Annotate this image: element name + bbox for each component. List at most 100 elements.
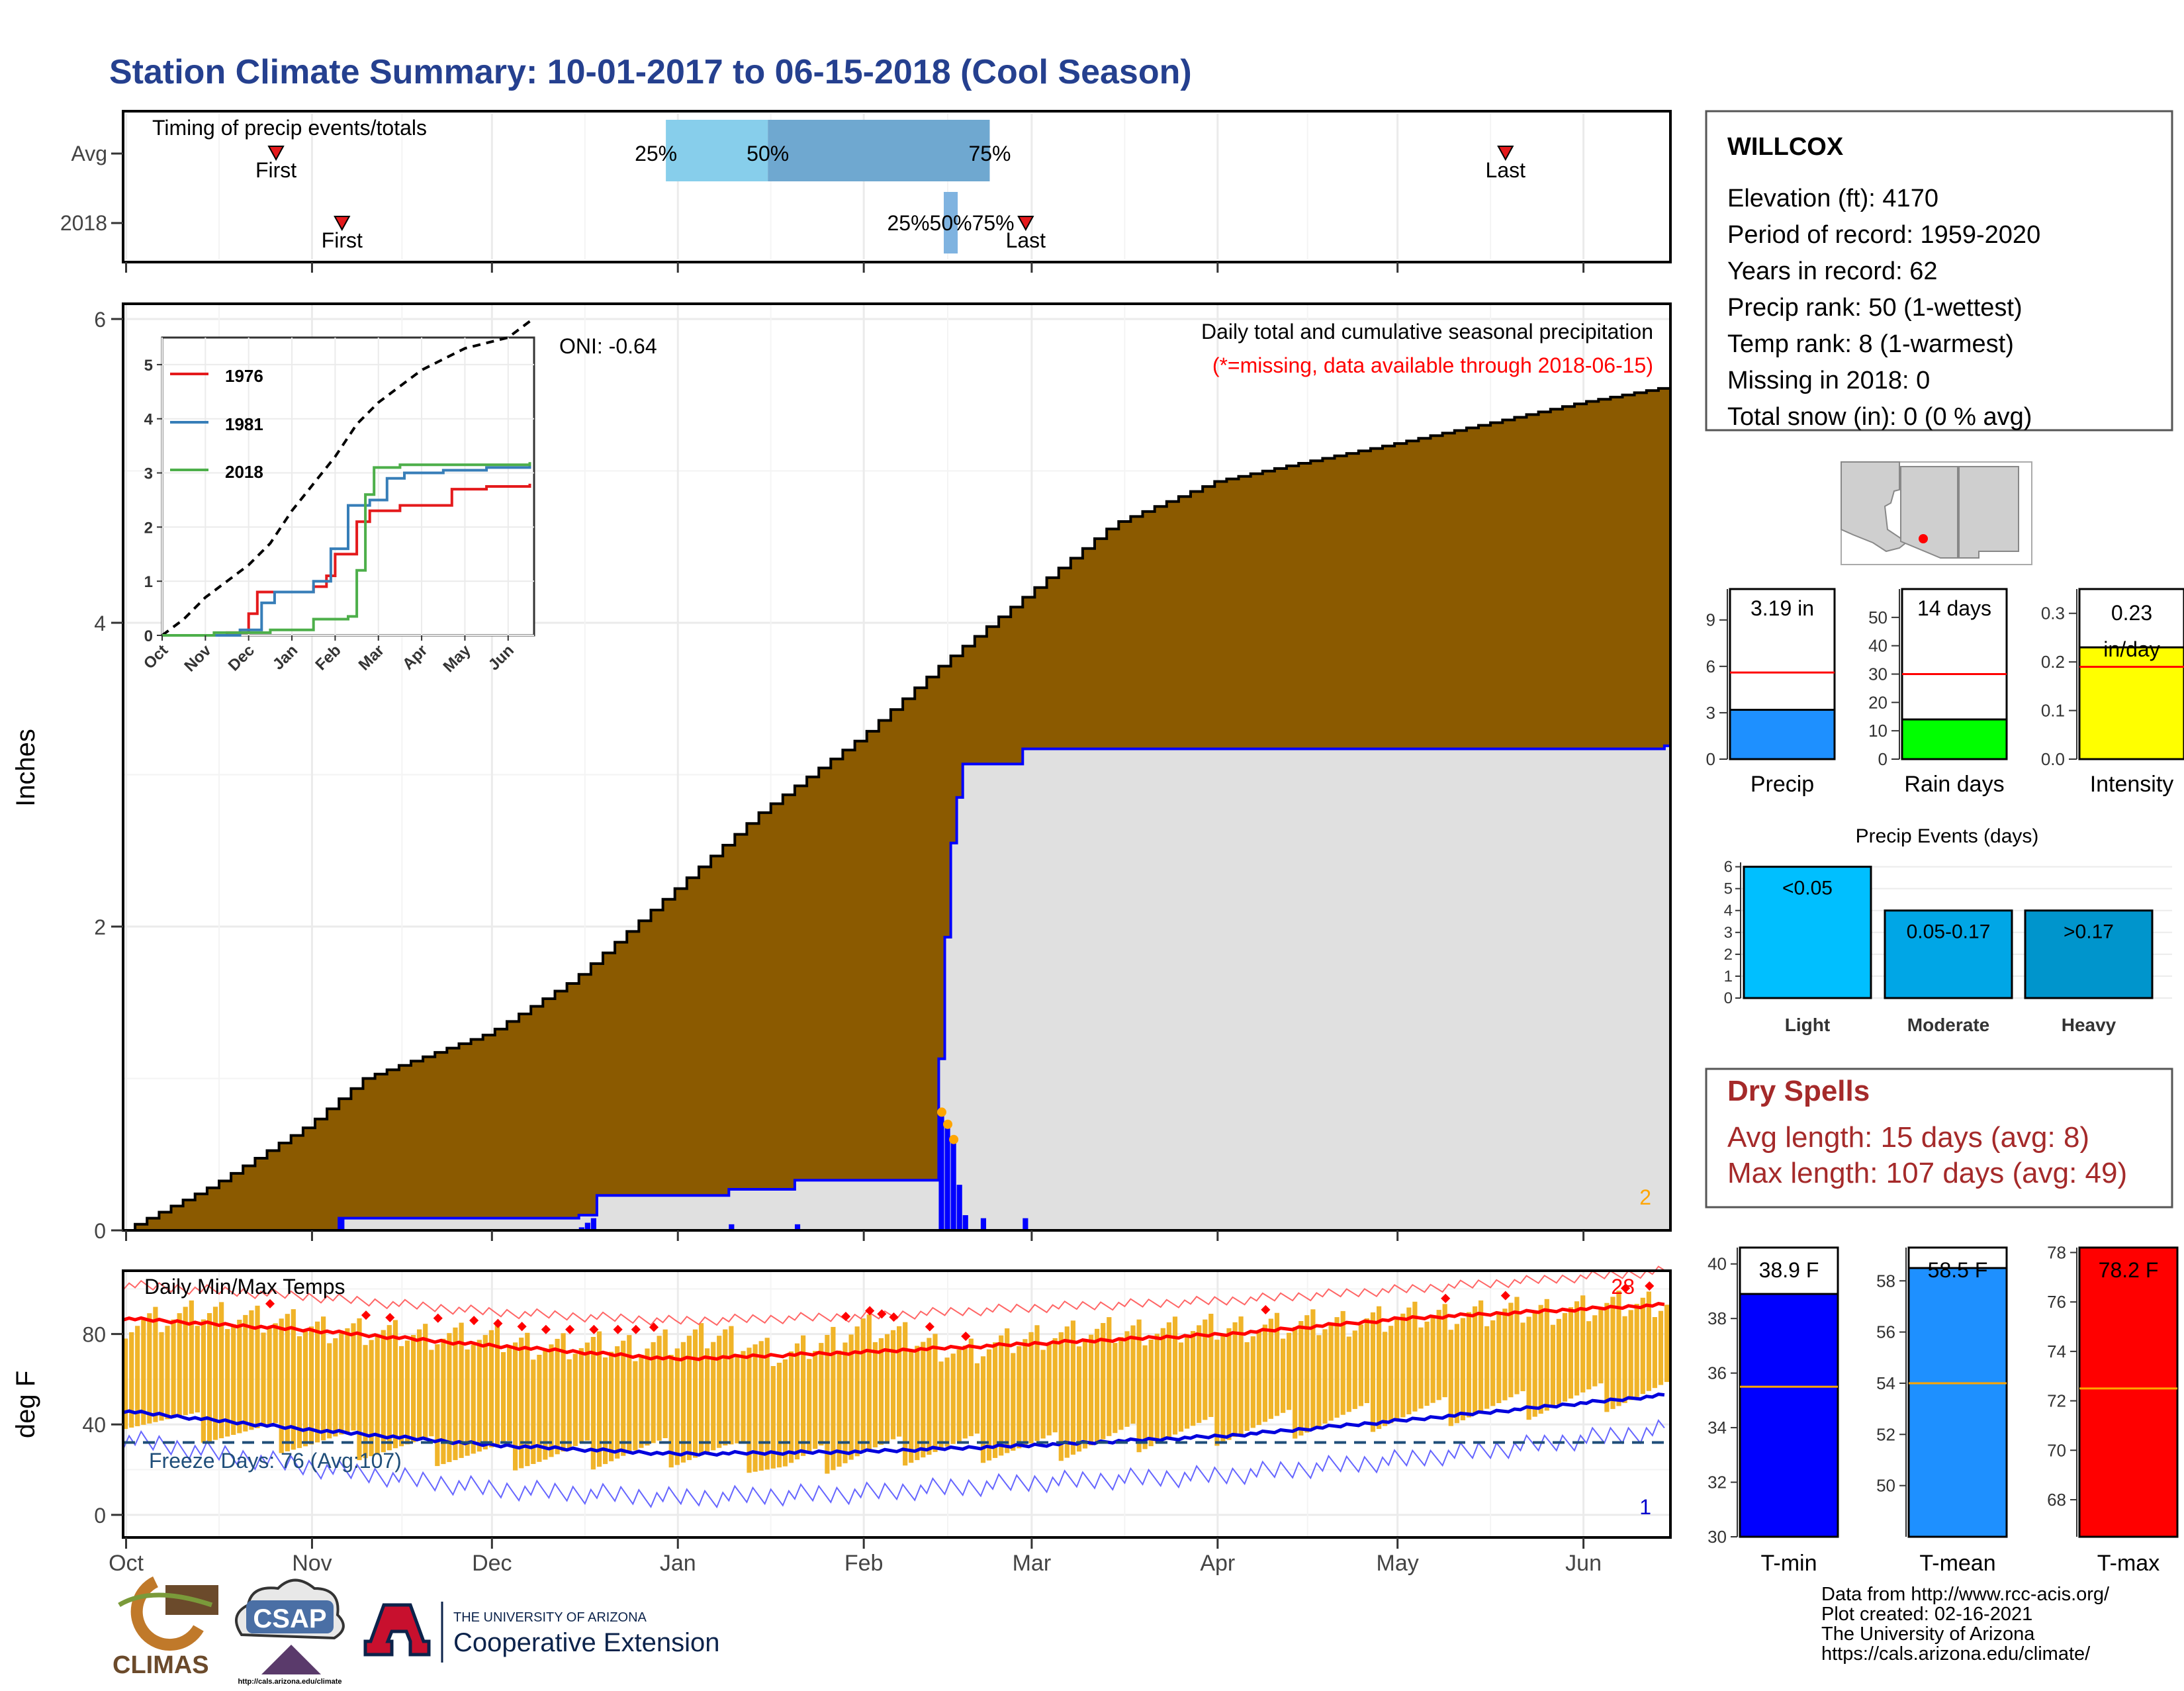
precip-summary-bars: 0 3 6 9 3.19 in Precip 0 10 20 30 40 50 14 days Rain …: [1706, 588, 2184, 797]
temp-range-bar: [1232, 1322, 1238, 1438]
temp-range-bar: [381, 1330, 386, 1453]
temp-range-bar: [680, 1342, 686, 1463]
record-high-marker: [265, 1299, 275, 1308]
month-x-axis: Oct Nov Dec Jan Feb Mar Apr May Jun: [109, 1537, 1602, 1576]
temp-range-bar: [1508, 1303, 1514, 1398]
temp-summary-tick-label: 50: [1876, 1476, 1895, 1496]
daily-precip-bar: [950, 1136, 956, 1230]
temp-range-bar: [308, 1326, 314, 1445]
temp-range-bar: [404, 1340, 410, 1445]
temp-y-axis: 0 40 80: [82, 1323, 123, 1528]
inset-1981-line: [162, 465, 531, 637]
temp-summary-value: 78.2 F: [2099, 1258, 2159, 1282]
temp-range-bar: [938, 1361, 944, 1449]
temp-range-bar: [183, 1306, 188, 1416]
station-missing: Missing in 2018: 0: [1727, 367, 1930, 394]
daily-precip-bar: [938, 1109, 944, 1230]
csap-badge: [246, 1600, 334, 1633]
main-corner-count: 2: [1639, 1185, 1651, 1209]
temp-range-bar: [1562, 1313, 1568, 1402]
events-y-tick-label: 1: [1724, 968, 1733, 985]
temp-range-bar: [872, 1342, 878, 1447]
temp-range-bar: [788, 1351, 794, 1463]
temp-range-bar: [819, 1343, 824, 1445]
main-y-tick-label: 4: [94, 612, 106, 635]
temp-range-bar: [962, 1346, 968, 1439]
temp-range-bar: [212, 1306, 218, 1440]
temp-range-bar: [572, 1353, 578, 1446]
temp-range-bar: [1412, 1301, 1418, 1412]
temp-range-bar: [825, 1335, 830, 1474]
temp-range-bar: [1628, 1310, 1633, 1400]
csap-logo: CSAP http://cals.arizona.edu/climate: [235, 1578, 345, 1686]
event-bar-label: Light: [1785, 1015, 1830, 1035]
temp-range-bar: [219, 1302, 224, 1439]
y2018-quartile-band: [944, 192, 958, 253]
temp-range-bar: [668, 1355, 674, 1468]
temp-range-bar: [1208, 1314, 1214, 1417]
csap-url: http://cals.arizona.edu/climate: [238, 1678, 341, 1686]
record-high-marker: [589, 1324, 599, 1334]
temp-range-bar: [950, 1353, 956, 1444]
temp-range-bar: [651, 1342, 656, 1443]
station-location-dot: [1919, 534, 1928, 543]
daily-precip-bar: [944, 1120, 950, 1230]
dry-spells-box: Dry Spells Avg length: 15 days (avg: 8) …: [1705, 1068, 2173, 1209]
daily-precip-bar: [339, 1218, 345, 1230]
summary-bar-tick-label: 10: [1868, 721, 1888, 741]
temp-summary-bars: 30 32 34 36 38 40 38.9 F T-min 50 52 54 56 58 58.5 F T…: [1707, 1242, 2179, 1576]
temp-range-bar: [699, 1323, 704, 1455]
record-high-marker: [1261, 1304, 1271, 1314]
temp-range-bar: [609, 1351, 614, 1461]
temp-range-bar: [1136, 1319, 1142, 1453]
record-high-marker: [841, 1312, 851, 1322]
inset-y-tick-label: 3: [144, 465, 153, 483]
temp-range-bar: [189, 1300, 194, 1414]
temp-y-label: deg F: [11, 1371, 40, 1438]
temp-range-bar: [735, 1354, 740, 1443]
map-west-region: [1841, 461, 1907, 553]
climas-logo-swoosh: [118, 1592, 213, 1608]
summary-bar-value-line2: in/day: [2103, 637, 2160, 661]
temp-range-bar: [717, 1336, 722, 1448]
month-label-nov: Nov: [292, 1551, 332, 1576]
temp-range-bar: [327, 1343, 332, 1439]
temp-range-bar: [296, 1336, 302, 1448]
temp-range-bar: [1124, 1331, 1130, 1427]
temp-range-bar: [453, 1327, 458, 1461]
temp-summary-tick-label: 54: [1876, 1373, 1895, 1393]
temp-range-bar: [1058, 1332, 1064, 1461]
temp-range-bar: [1166, 1322, 1171, 1438]
temp-range-bar: [1197, 1325, 1202, 1423]
daily-precip-bar: [956, 1185, 962, 1230]
temp-range-bar: [1622, 1316, 1627, 1403]
temp-range-bar: [1442, 1304, 1447, 1398]
temp-y-tick-label: 0: [94, 1504, 106, 1528]
summary-bar-tick-label: 0: [1706, 749, 1715, 769]
record-high-marker: [649, 1322, 659, 1332]
temp-range-bar: [837, 1350, 842, 1467]
temp-range-bar: [1262, 1324, 1267, 1422]
temp-range-bar: [1238, 1316, 1244, 1434]
record-high-marker: [865, 1306, 875, 1316]
events-title: Precip Events (days): [1856, 825, 2039, 847]
footer-line-url: https://cals.arizona.edu/climate/: [1821, 1643, 2091, 1665]
summary-bar-rain-days: 0 10 20 30 40 50 14 days Rain days: [1868, 588, 2008, 797]
month-label-feb: Feb: [844, 1551, 884, 1576]
station-elevation: Elevation (ft): 4170: [1727, 185, 1938, 212]
temp-range-bar: [933, 1334, 938, 1452]
temp-range-bar: [1652, 1317, 1657, 1389]
temp-range-bar: [333, 1338, 338, 1437]
temp-summary-label: T-max: [2097, 1551, 2160, 1576]
temp-range-bar: [1017, 1346, 1022, 1449]
y2018-last-label: Last: [1006, 228, 1046, 252]
temp-summary-fill: [1739, 1293, 1839, 1538]
summary-bar-value-line1: 0.23: [2111, 601, 2152, 625]
temp-range-bar: [1310, 1309, 1316, 1430]
temp-range-bar: [345, 1328, 350, 1433]
temp-range-bar: [968, 1338, 974, 1436]
temp-range-bar: [447, 1333, 452, 1463]
temp-summary-tick-label: 38: [1707, 1308, 1727, 1328]
temp-range-bar: [123, 1338, 128, 1430]
month-label-jan: Jan: [660, 1551, 696, 1576]
